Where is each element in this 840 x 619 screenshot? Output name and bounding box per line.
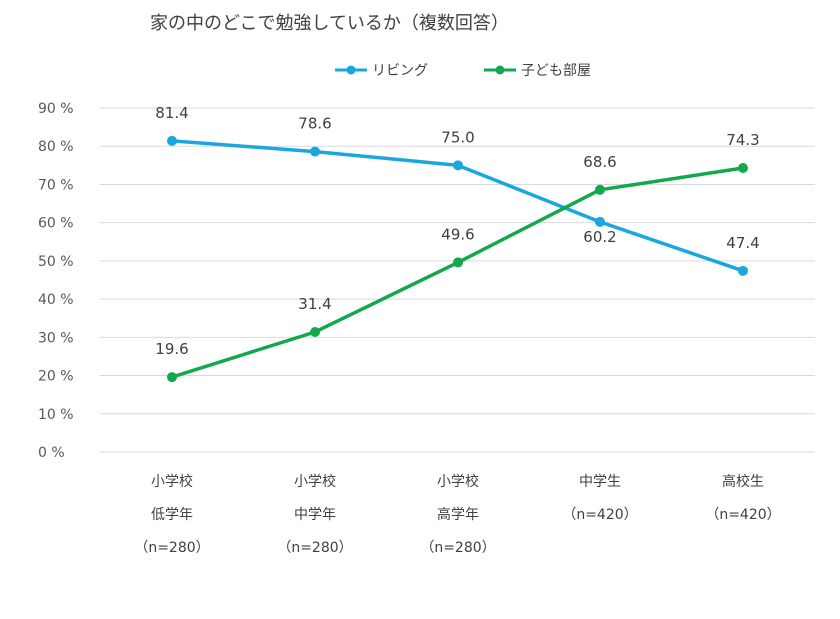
legend-item-kids-room: 子ども部屋 [483,58,591,82]
y-tick-label: 70 % [38,177,74,193]
y-tick-label: 90 % [38,101,74,117]
y-tick-label: 10 % [38,407,74,423]
series-line [171,166,744,379]
chart-title: 家の中のどこで勉強しているか（複数回答） [150,13,509,34]
x-tick-label: 小学校 [294,473,336,490]
x-tick-label: 低学年 [151,507,193,523]
data-point [595,216,605,227]
data-point [167,135,177,146]
legend-marker-kids-room [484,65,516,75]
x-tick-label: 小学校 [151,473,193,490]
x-tick-label: 中学年 [294,507,336,523]
data-point [310,326,320,337]
x-tick-label: （n=280） [134,540,209,556]
data-label: 49.6 [441,225,474,243]
legend-marker-living [335,65,367,75]
y-tick-label: 60 % [38,216,74,232]
y-tick-label: 50 % [38,254,74,270]
data-point [310,146,320,157]
x-tick-label: 中学生 [579,474,621,490]
data-label: 81.4 [155,104,188,122]
data-label: 60.2 [583,228,616,246]
data-label: 47.4 [726,234,759,252]
x-tick-label: 高学年 [437,506,479,523]
data-point [738,265,748,276]
x-tick-label: 高校生 [722,473,764,490]
y-tick-label: 20 % [38,369,74,385]
data-point [738,163,748,174]
y-tick-label: 40 % [38,292,74,308]
x-tick-label: （n=420） [705,507,780,523]
data-label: 75.0 [441,128,474,146]
data-label: 31.4 [298,295,331,313]
data-label: 78.6 [298,115,331,133]
data-label: 74.3 [726,131,759,149]
data-point [595,184,605,195]
x-tick-label: （n=280） [277,540,352,556]
legend-label-living: リビング [372,63,428,79]
legend-label-kids-room: 子ども部屋 [521,63,591,79]
data-label: 19.6 [155,340,188,358]
x-tick-label: 小学校 [437,473,479,490]
y-tick-label: 80 % [38,139,74,155]
data-point [453,160,463,171]
data-point [453,257,463,268]
data-point [167,372,177,383]
y-tick-label: 0 % [38,445,65,461]
x-tick-label: （n=420） [562,507,637,523]
legend-item-living: リビング [334,58,428,82]
data-label: 68.6 [583,153,616,171]
y-tick-label: 30 % [38,330,74,346]
x-tick-label: （n=280） [420,540,495,556]
